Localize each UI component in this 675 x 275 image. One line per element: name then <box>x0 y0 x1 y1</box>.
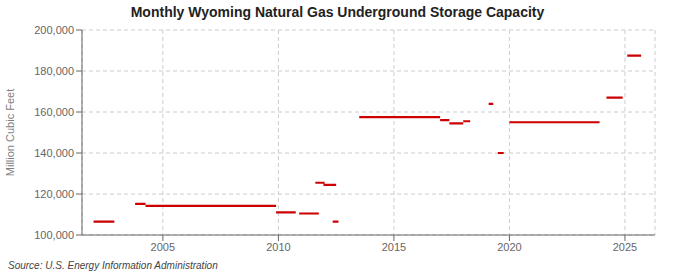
html-text:Monthly Wyoming Natural Gas Un: Monthly Wyoming Natural Gas Underground … <box>130 4 545 20</box>
svg-text:160,000: 160,000 <box>34 106 74 118</box>
svg-text:2015: 2015 <box>382 241 406 253</box>
svg-text:100,000: 100,000 <box>34 229 74 241</box>
svg-text:2010: 2010 <box>266 241 290 253</box>
svg-text:200,000: 200,000 <box>34 24 74 36</box>
html-text:Source: U.S. Energy Informatio: Source: U.S. Energy Information Administ… <box>8 260 218 271</box>
svg-text:2020: 2020 <box>497 241 521 253</box>
svg-text:2005: 2005 <box>151 241 175 253</box>
svg-text:120,000: 120,000 <box>34 188 74 200</box>
svg-text:Million Cubic Feet: Million Cubic Feet <box>4 89 16 176</box>
svg-text:140,000: 140,000 <box>34 147 74 159</box>
svg-text:180,000: 180,000 <box>34 65 74 77</box>
svg-text:2025: 2025 <box>613 241 637 253</box>
